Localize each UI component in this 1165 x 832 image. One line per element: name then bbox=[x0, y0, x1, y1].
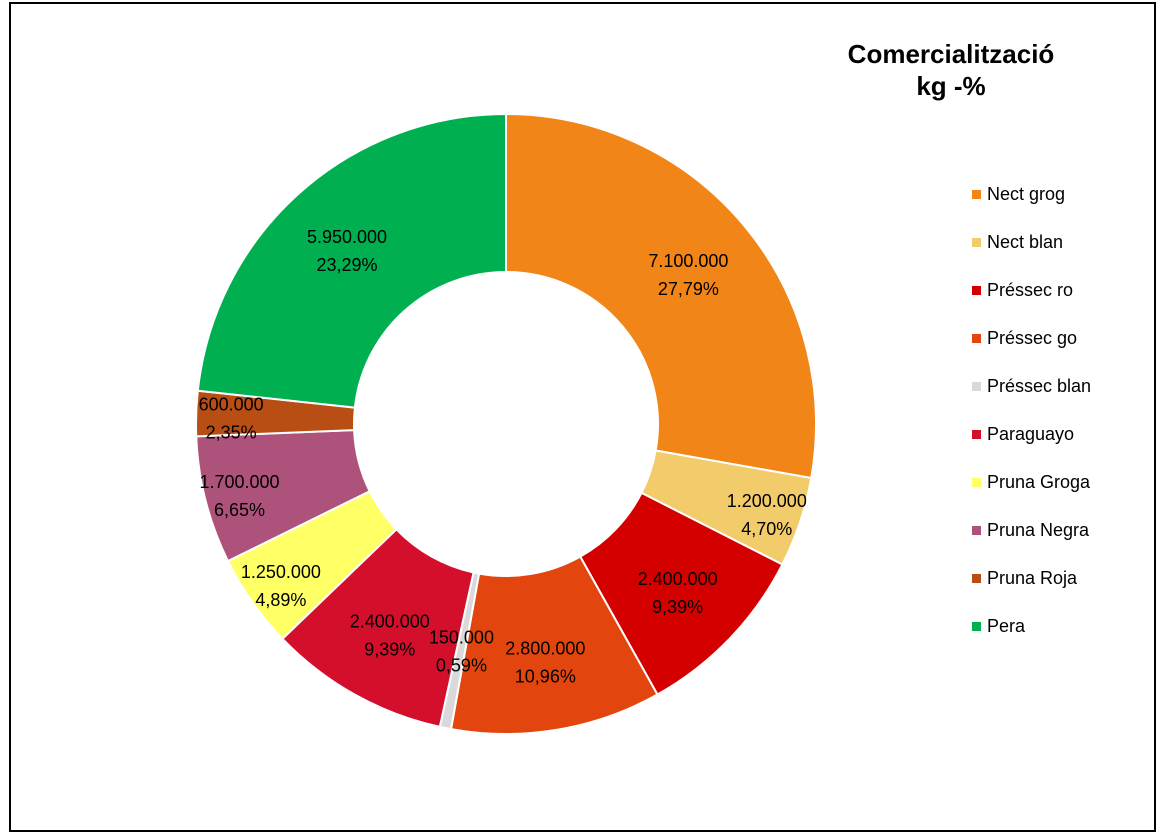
data-label-value: 150.000 bbox=[429, 628, 494, 648]
legend-swatch bbox=[972, 621, 981, 631]
data-label-percent: 6,65% bbox=[214, 500, 265, 520]
data-label-value: 2.400.000 bbox=[350, 612, 430, 632]
legend-swatch bbox=[972, 429, 981, 439]
legend-item: Préssec blan bbox=[972, 362, 1091, 410]
legend-label: Préssec blan bbox=[987, 375, 1092, 396]
legend-swatch bbox=[972, 573, 981, 583]
data-label-value: 5.950.000 bbox=[307, 227, 387, 247]
legend-item: Nect blan bbox=[972, 218, 1091, 266]
legend-label: Préssec go bbox=[987, 327, 1078, 348]
legend-label: Pruna Groga bbox=[987, 471, 1091, 492]
data-label-value: 1.700.000 bbox=[199, 472, 279, 492]
data-label-pruna-negra: 1.700.000 6,65% bbox=[199, 472, 279, 520]
legend-label: Nect grog bbox=[987, 183, 1066, 204]
data-label-percent: 9,39% bbox=[652, 597, 703, 617]
chart-title-line-2: kg -% bbox=[916, 71, 986, 101]
legend-swatch bbox=[972, 381, 981, 391]
data-label-value: 1.200.000 bbox=[727, 491, 807, 511]
data-label-percent: 10,96% bbox=[515, 667, 576, 687]
data-label-pr-ssec-go: 2.800.000 10,96% bbox=[505, 639, 585, 687]
data-label-percent: 4,89% bbox=[255, 590, 306, 610]
legend-swatch bbox=[972, 525, 981, 535]
chart-title: Comercialització kg -% bbox=[796, 38, 1106, 102]
legend-label: Paraguayo bbox=[987, 423, 1075, 444]
legend-label: Nect blan bbox=[987, 231, 1064, 252]
slice-pera bbox=[196, 112, 507, 409]
data-label-value: 600.000 bbox=[199, 395, 264, 415]
data-label-pruna-roja: 600.000 2,35% bbox=[199, 395, 264, 443]
data-label-percent: 2,35% bbox=[206, 423, 257, 443]
data-label-pera: 5.950.000 23,29% bbox=[307, 227, 387, 275]
data-label-nect-grog: 7.100.000 27,79% bbox=[648, 251, 728, 299]
legend-swatch bbox=[972, 237, 981, 247]
legend-item: Préssec ro bbox=[972, 266, 1091, 314]
data-label-pr-ssec-blan: 150.000 0,59% bbox=[429, 628, 494, 676]
legend-item: Pruna Negra bbox=[972, 506, 1091, 554]
data-label-percent: 9,39% bbox=[364, 640, 415, 660]
slice-nect-grog bbox=[505, 112, 817, 480]
legend-swatch bbox=[972, 477, 981, 487]
legend-label: Préssec ro bbox=[987, 279, 1074, 300]
donut-chart: 7.100.000 27,79% 1.200.000 4,70% 2.400.000 9,… bbox=[195, 112, 817, 735]
legend-item: Pruna Groga bbox=[972, 458, 1091, 506]
data-label-percent: 4,70% bbox=[741, 519, 792, 539]
data-label-paraguayo: 2.400.000 9,39% bbox=[350, 612, 430, 660]
data-label-percent: 0,59% bbox=[436, 656, 487, 676]
chart-title-line-1: Comercialització bbox=[847, 39, 1055, 69]
legend-item: Pruna Roja bbox=[972, 554, 1091, 602]
data-label-nect-blan: 1.200.000 4,70% bbox=[727, 491, 807, 539]
legend-swatch bbox=[972, 333, 981, 343]
data-label-value: 1.250.000 bbox=[241, 562, 321, 582]
data-label-value: 2.400.000 bbox=[638, 569, 718, 589]
data-label-pruna-groga: 1.250.000 4,89% bbox=[241, 562, 321, 610]
legend-item: Pera bbox=[972, 602, 1091, 650]
legend-item: Nect grog bbox=[972, 170, 1091, 218]
legend-swatch bbox=[972, 285, 981, 295]
legend-label: Pruna Roja bbox=[987, 567, 1078, 588]
legend-label: Pruna Negra bbox=[987, 519, 1090, 540]
legend-swatch bbox=[972, 189, 981, 199]
data-label-percent: 23,29% bbox=[316, 255, 377, 275]
data-label-value: 2.800.000 bbox=[505, 639, 585, 659]
legend-item: Préssec go bbox=[972, 314, 1091, 362]
data-label-value: 7.100.000 bbox=[648, 251, 728, 271]
data-label-pr-ssec-ro: 2.400.000 9,39% bbox=[638, 569, 718, 617]
legend-item: Paraguayo bbox=[972, 410, 1091, 458]
data-label-percent: 27,79% bbox=[658, 279, 719, 299]
legend-label: Pera bbox=[987, 615, 1026, 636]
chart-legend: Nect grog Nect blan Préssec ro Préssec go Pr… bbox=[972, 170, 1091, 650]
